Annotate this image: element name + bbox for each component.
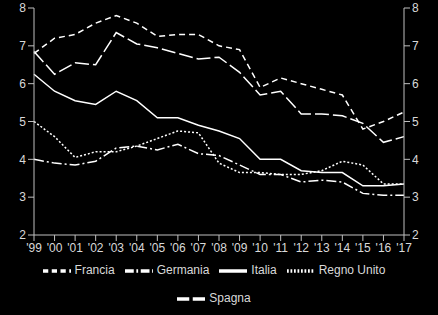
svg-text:5: 5 <box>19 115 26 129</box>
svg-text:'17: '17 <box>396 241 412 255</box>
svg-text:8: 8 <box>412 1 419 15</box>
html-text:Germania: Germania <box>156 263 210 278</box>
svg-text:6: 6 <box>19 77 26 91</box>
svg-text:'08: '08 <box>211 241 227 255</box>
svg-text:'13: '13 <box>314 241 330 255</box>
html-text:Francia: Francia <box>74 263 115 278</box>
svg-text:'05: '05 <box>150 241 166 255</box>
svg-text:'16: '16 <box>376 241 392 255</box>
svg-text:4: 4 <box>412 153 419 167</box>
svg-text:7: 7 <box>412 39 419 53</box>
svg-text:'12: '12 <box>293 241 309 255</box>
html-text:Regno Unito: Regno Unito <box>318 263 386 278</box>
svg-text:'04: '04 <box>129 241 145 255</box>
svg-text:'01: '01 <box>67 241 83 255</box>
svg-text:2: 2 <box>412 228 419 242</box>
svg-text:'99: '99 <box>26 241 42 255</box>
svg-text:5: 5 <box>412 115 419 129</box>
svg-text:'09: '09 <box>232 241 248 255</box>
svg-text:4: 4 <box>19 153 26 167</box>
svg-text:'10: '10 <box>252 241 268 255</box>
svg-text:3: 3 <box>19 190 26 204</box>
svg-text:'02: '02 <box>88 241 104 255</box>
svg-text:8: 8 <box>19 1 26 15</box>
svg-text:3: 3 <box>412 190 419 204</box>
html-text:Spagna: Spagna <box>209 291 251 306</box>
html-text:Italia: Italia <box>251 263 277 278</box>
svg-text:'07: '07 <box>191 241 207 255</box>
svg-text:6: 6 <box>412 77 419 91</box>
svg-text:'14: '14 <box>335 241 351 255</box>
svg-text:'11: '11 <box>273 241 288 255</box>
svg-text:'00: '00 <box>47 241 63 255</box>
svg-text:'15: '15 <box>355 241 371 255</box>
svg-text:'06: '06 <box>170 241 186 255</box>
svg-text:2: 2 <box>19 228 26 242</box>
svg-text:7: 7 <box>19 39 26 53</box>
svg-text:'03: '03 <box>108 241 124 255</box>
